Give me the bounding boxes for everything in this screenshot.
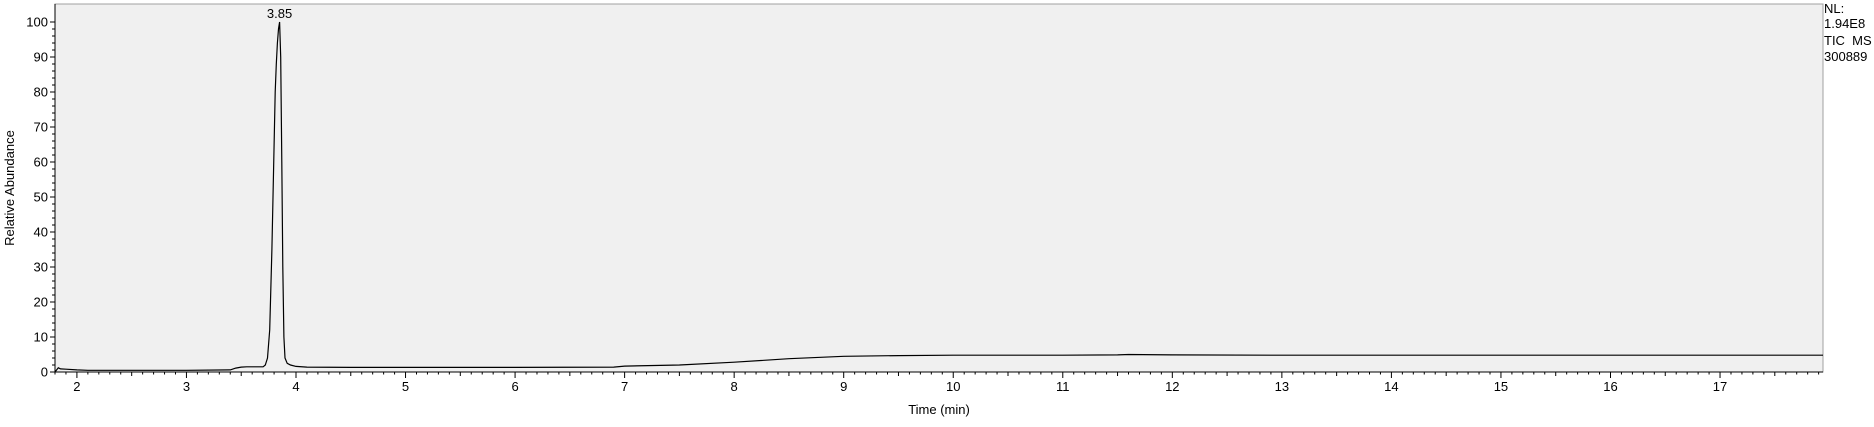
legend-trace: TIC MS — [1824, 33, 1872, 48]
x-tick-label: 5 — [402, 379, 409, 394]
x-tick-label: 14 — [1384, 379, 1398, 394]
x-tick-label: 15 — [1494, 379, 1508, 394]
y-tick-label: 40 — [34, 225, 48, 240]
legend-nl-value: 1.94E8 — [1824, 16, 1865, 31]
x-tick-label: 13 — [1275, 379, 1289, 394]
y-tick-label: 10 — [34, 330, 48, 345]
x-tick-label: 11 — [1056, 379, 1070, 394]
plot-area — [55, 4, 1823, 372]
y-tick-label: 20 — [34, 295, 48, 310]
legend-nl-label: NL: — [1824, 1, 1844, 16]
series-line-tic — [54, 21, 1823, 373]
x-tick-label: 10 — [946, 379, 960, 394]
x-tick-label: 17 — [1713, 379, 1727, 394]
x-tick-label: 3 — [183, 379, 190, 394]
trace-legend: NL: 1.94E8 TIC MS 300889 — [1824, 1, 1872, 64]
legend-sample: 300889 — [1824, 49, 1867, 64]
y-tick-label: 30 — [34, 260, 48, 275]
x-axis-label: Time (min) — [908, 402, 970, 417]
y-tick-label: 0 — [41, 365, 48, 380]
x-tick-label: 4 — [292, 379, 299, 394]
y-axis-label: Relative Abundance — [2, 130, 17, 246]
y-tick-label: 90 — [34, 50, 48, 65]
y-tick-label: 70 — [34, 120, 48, 135]
x-tick-label: 12 — [1165, 379, 1179, 394]
x-tick-label: 8 — [731, 379, 738, 394]
x-tick-label: 2 — [73, 379, 80, 394]
x-tick-label: 16 — [1603, 379, 1617, 394]
peak-label: 3.85 — [267, 6, 292, 21]
y-tick-label: 50 — [34, 190, 48, 205]
x-tick-label: 6 — [511, 379, 518, 394]
x-tick-label: 7 — [621, 379, 628, 394]
x-tick-label: 9 — [840, 379, 847, 394]
y-tick-label: 60 — [34, 155, 48, 170]
y-tick-label: 80 — [34, 85, 48, 100]
y-tick-label: 100 — [26, 15, 48, 30]
